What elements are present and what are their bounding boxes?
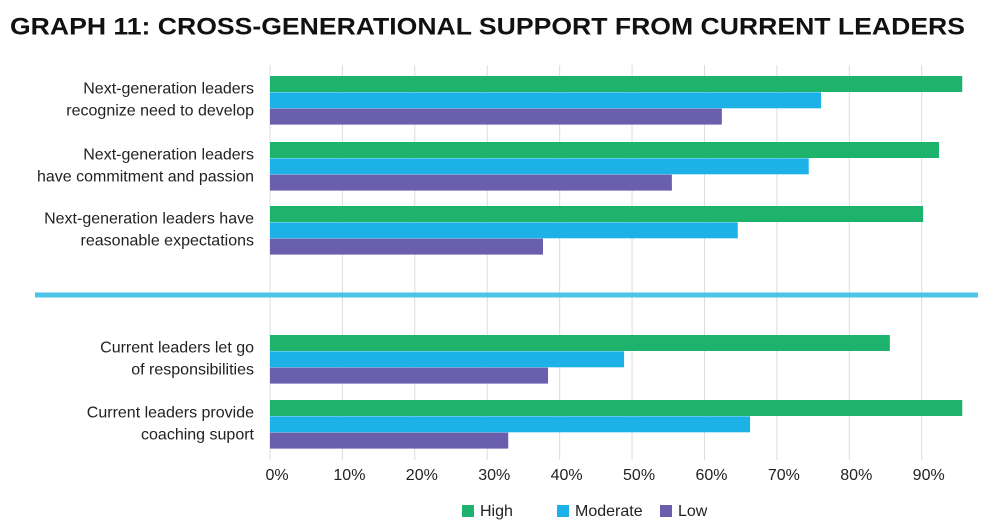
category-label: Current leaders provide: [87, 405, 254, 422]
x-tick-label: 90%: [913, 467, 945, 484]
category-label: Next-generation leaders: [83, 147, 254, 164]
bar: [270, 432, 509, 449]
x-tick-label: 20%: [406, 467, 438, 484]
bar: [270, 400, 963, 416]
x-tick-label: 40%: [551, 467, 583, 484]
bar: [270, 416, 751, 433]
x-tick-label: 30%: [478, 467, 510, 484]
x-tick-label: 50%: [623, 467, 655, 484]
legend-swatch: [557, 505, 569, 517]
x-tick-label: 60%: [695, 467, 727, 484]
legend-swatch: [462, 505, 474, 517]
legend-label: Low: [678, 503, 708, 520]
bar: [270, 367, 549, 384]
x-tick-label: 0%: [265, 467, 288, 484]
category-label: recognize need to develop: [66, 103, 254, 120]
bar: [270, 108, 722, 125]
x-tick-label: 10%: [333, 467, 365, 484]
bar: [270, 92, 822, 109]
bar: [270, 76, 963, 92]
bar: [270, 222, 738, 239]
bar: [270, 158, 809, 175]
chart-title: GRAPH 11: CROSS-GENERATIONAL SUPPORT FRO…: [10, 13, 965, 40]
bar: [270, 142, 940, 158]
legend-swatch: [660, 505, 672, 517]
legend-label: High: [480, 503, 513, 520]
bar: [270, 174, 672, 191]
bar: [270, 351, 625, 368]
x-tick-label: 70%: [768, 467, 800, 484]
bar: [270, 238, 543, 255]
category-label: coaching suport: [141, 427, 255, 444]
category-label: reasonable expectations: [81, 233, 254, 250]
category-label: Current leaders let go: [100, 340, 254, 357]
legend-label: Moderate: [575, 503, 643, 520]
category-label: Next-generation leaders have: [44, 211, 254, 228]
category-label: Next-generation leaders: [83, 81, 254, 98]
bar: [270, 335, 890, 351]
x-tick-label: 80%: [840, 467, 872, 484]
bar: [270, 206, 924, 222]
category-label: have commitment and passion: [37, 169, 254, 186]
category-label: of responsibilities: [131, 362, 254, 379]
